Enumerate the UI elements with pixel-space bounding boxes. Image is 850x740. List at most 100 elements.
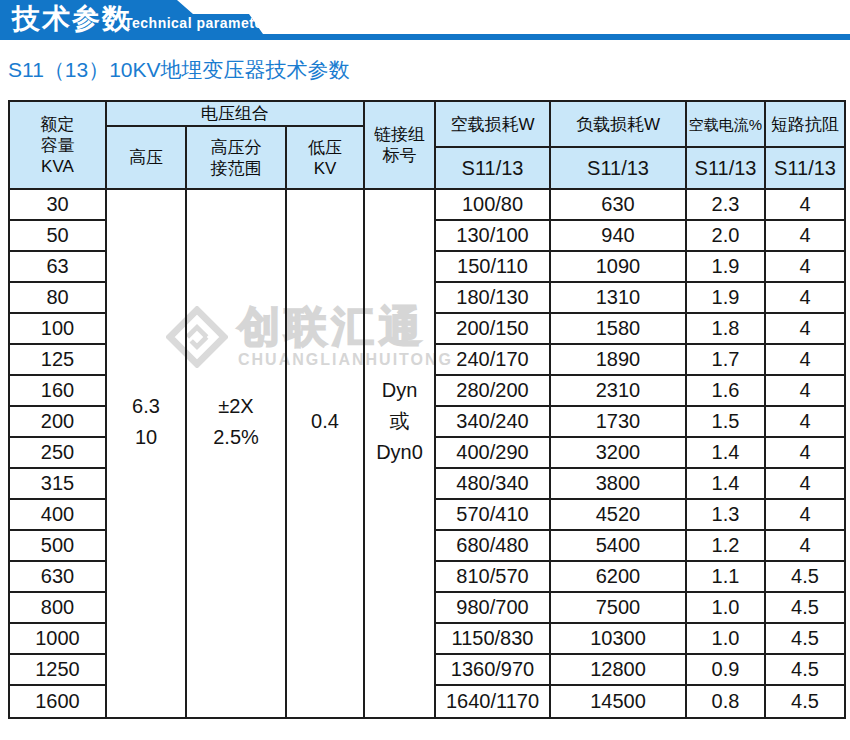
- no-load-current-cell: 2.0: [687, 221, 766, 252]
- impedance-cell: 4.5: [766, 624, 844, 655]
- impedance-cell: 4.5: [766, 593, 844, 624]
- impedance-cell: 4: [766, 283, 844, 314]
- impedance-cell: 4: [766, 469, 844, 500]
- no-load-current-cell: 1.2: [687, 531, 766, 562]
- no-load-current-cell: 1.3: [687, 500, 766, 531]
- load-loss-cell: 14500: [551, 686, 687, 717]
- capacity-cell: 1000: [10, 624, 107, 655]
- no-load-loss-cell: 1360/970: [436, 655, 551, 686]
- no-load-loss-cell: 570/410: [436, 500, 551, 531]
- capacity-cell: 500: [10, 531, 107, 562]
- table-body: 6.3 10 ±2X 2.5% 0.4 Dyn 或 Dyn0 30100/806…: [10, 190, 844, 717]
- no-load-loss-cell: 240/170: [436, 345, 551, 376]
- header-cell-vector-group: 链接组 标号: [365, 102, 436, 190]
- no-load-current-cell: 1.0: [687, 624, 766, 655]
- capacity-cell: 1600: [10, 686, 107, 717]
- capacity-cell: 315: [10, 469, 107, 500]
- capacity-cell: 80: [10, 283, 107, 314]
- header-cell-impedance: 短路抗阻: [766, 102, 844, 148]
- no-load-loss-cell: 340/240: [436, 407, 551, 438]
- banner-title-cn: 技术参数: [12, 2, 132, 36]
- no-load-current-cell: 0.8: [687, 686, 766, 717]
- load-loss-cell: 12800: [551, 655, 687, 686]
- impedance-cell: 4: [766, 252, 844, 283]
- load-loss-cell: 3200: [551, 438, 687, 469]
- no-load-loss-cell: 680/480: [436, 531, 551, 562]
- capacity-cell: 250: [10, 438, 107, 469]
- impedance-cell: 4.5: [766, 655, 844, 686]
- header-cell-no-load-current: 空载电流%: [687, 102, 766, 148]
- no-load-current-cell: 1.6: [687, 376, 766, 407]
- load-loss-cell: 1090: [551, 252, 687, 283]
- impedance-cell: 4: [766, 221, 844, 252]
- impedance-cell: 4: [766, 345, 844, 376]
- no-load-loss-cell: 1150/830: [436, 624, 551, 655]
- no-load-current-cell: 1.7: [687, 345, 766, 376]
- load-loss-cell: 10300: [551, 624, 687, 655]
- merged-cell-hv-tap: ±2X 2.5%: [187, 190, 287, 717]
- header-cell-hv-tap-range: 高压分 接范围: [187, 127, 287, 190]
- no-load-loss-cell: 980/700: [436, 593, 551, 624]
- header-cell-no-load-current-model: S11/13: [687, 148, 766, 190]
- no-load-loss-cell: 1640/1170: [436, 686, 551, 717]
- header-cell-capacity: 额定 容量 KVA: [10, 102, 107, 190]
- no-load-current-cell: 1.9: [687, 252, 766, 283]
- no-load-current-cell: 0.9: [687, 655, 766, 686]
- capacity-cell: 100: [10, 314, 107, 345]
- load-loss-cell: 630: [551, 190, 687, 221]
- no-load-current-cell: 1.4: [687, 438, 766, 469]
- impedance-cell: 4: [766, 376, 844, 407]
- no-load-current-cell: 1.8: [687, 314, 766, 345]
- no-load-loss-cell: 810/570: [436, 562, 551, 593]
- no-load-loss-cell: 150/110: [436, 252, 551, 283]
- no-load-current-cell: 1.4: [687, 469, 766, 500]
- no-load-loss-cell: 130/100: [436, 221, 551, 252]
- parameters-table: 创联汇通 CHUANGLIANHUITONG 额定 容量 KVA 电压组合 高压…: [8, 100, 846, 719]
- load-loss-cell: 6200: [551, 562, 687, 593]
- load-loss-cell: 7500: [551, 593, 687, 624]
- capacity-cell: 1250: [10, 655, 107, 686]
- load-loss-cell: 1580: [551, 314, 687, 345]
- capacity-cell: 200: [10, 407, 107, 438]
- no-load-current-cell: 2.3: [687, 190, 766, 221]
- impedance-cell: 4: [766, 531, 844, 562]
- header-cell-lv: 低压 KV: [287, 127, 365, 190]
- capacity-cell: 50: [10, 221, 107, 252]
- no-load-loss-cell: 480/340: [436, 469, 551, 500]
- banner: 技术参数 Technical parameter: [0, 0, 850, 40]
- capacity-cell: 630: [10, 562, 107, 593]
- no-load-current-cell: 1.5: [687, 407, 766, 438]
- impedance-cell: 4: [766, 500, 844, 531]
- header-cell-voltage-group: 电压组合: [107, 102, 365, 127]
- impedance-cell: 4: [766, 314, 844, 345]
- header-cell-load-loss-model: S11/13: [551, 148, 687, 190]
- load-loss-cell: 2310: [551, 376, 687, 407]
- banner-title-en: Technical parameter: [124, 15, 269, 31]
- merged-cell-lv: 0.4: [287, 190, 365, 717]
- impedance-cell: 4.5: [766, 562, 844, 593]
- impedance-cell: 4: [766, 438, 844, 469]
- no-load-current-cell: 1.1: [687, 562, 766, 593]
- impedance-cell: 4: [766, 190, 844, 221]
- table-header: 额定 容量 KVA 电压组合 高压 高压分 接范围 低压 KV 链接组 标号 空…: [10, 102, 844, 190]
- load-loss-cell: 4520: [551, 500, 687, 531]
- capacity-cell: 30: [10, 190, 107, 221]
- load-loss-cell: 1730: [551, 407, 687, 438]
- capacity-cell: 125: [10, 345, 107, 376]
- no-load-current-cell: 1.9: [687, 283, 766, 314]
- header-cell-hv: 高压: [107, 127, 187, 190]
- no-load-loss-cell: 200/150: [436, 314, 551, 345]
- load-loss-cell: 3800: [551, 469, 687, 500]
- no-load-loss-cell: 400/290: [436, 438, 551, 469]
- capacity-cell: 800: [10, 593, 107, 624]
- header-cell-impedance-model: S11/13: [766, 148, 844, 190]
- load-loss-cell: 940: [551, 221, 687, 252]
- impedance-cell: 4.5: [766, 686, 844, 717]
- no-load-loss-cell: 180/130: [436, 283, 551, 314]
- load-loss-cell: 1310: [551, 283, 687, 314]
- header-cell-no-load-loss: 空载损耗W: [436, 102, 551, 148]
- header-cell-no-load-loss-model: S11/13: [436, 148, 551, 190]
- capacity-cell: 63: [10, 252, 107, 283]
- merged-cell-hv: 6.3 10: [107, 190, 187, 717]
- impedance-cell: 4: [766, 407, 844, 438]
